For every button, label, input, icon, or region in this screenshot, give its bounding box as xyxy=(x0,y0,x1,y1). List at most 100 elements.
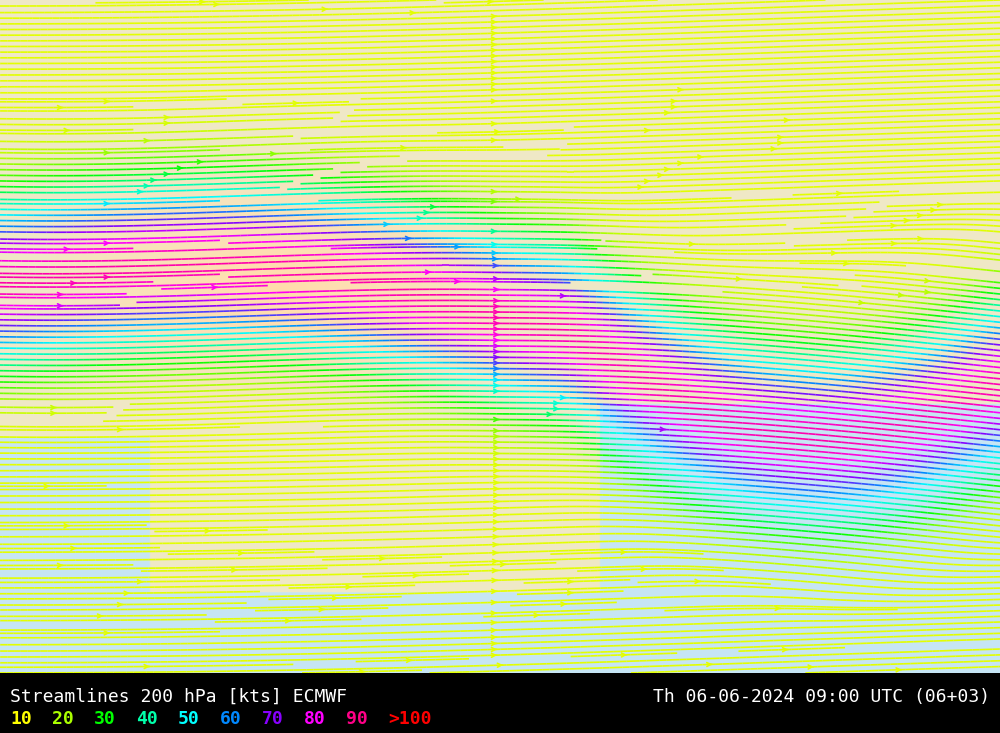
FancyArrowPatch shape xyxy=(891,242,897,246)
FancyArrowPatch shape xyxy=(494,316,499,320)
Text: 30: 30 xyxy=(94,710,116,728)
FancyArrowPatch shape xyxy=(44,485,49,488)
FancyArrowPatch shape xyxy=(494,378,499,382)
FancyArrowPatch shape xyxy=(918,213,923,218)
Text: >100: >100 xyxy=(388,710,431,728)
FancyArrowPatch shape xyxy=(491,647,497,652)
FancyArrowPatch shape xyxy=(491,43,497,47)
FancyArrowPatch shape xyxy=(380,556,385,561)
FancyArrowPatch shape xyxy=(494,487,499,491)
FancyArrowPatch shape xyxy=(658,173,663,177)
FancyArrowPatch shape xyxy=(771,147,776,151)
FancyArrowPatch shape xyxy=(384,222,389,226)
FancyArrowPatch shape xyxy=(494,344,499,348)
FancyArrowPatch shape xyxy=(205,529,211,533)
FancyArrowPatch shape xyxy=(214,2,219,7)
FancyArrowPatch shape xyxy=(64,524,69,528)
FancyArrowPatch shape xyxy=(491,65,497,69)
FancyArrowPatch shape xyxy=(560,396,566,399)
FancyArrowPatch shape xyxy=(144,184,149,188)
FancyArrowPatch shape xyxy=(491,82,497,86)
Text: 90: 90 xyxy=(346,710,368,728)
FancyArrowPatch shape xyxy=(931,208,936,212)
FancyArrowPatch shape xyxy=(491,641,497,646)
FancyArrowPatch shape xyxy=(118,603,123,606)
FancyArrowPatch shape xyxy=(417,216,423,220)
FancyArrowPatch shape xyxy=(925,290,930,294)
FancyArrowPatch shape xyxy=(493,257,498,261)
FancyArrowPatch shape xyxy=(413,574,419,578)
FancyArrowPatch shape xyxy=(494,452,499,455)
FancyArrowPatch shape xyxy=(424,210,429,215)
FancyArrowPatch shape xyxy=(493,527,499,531)
FancyArrowPatch shape xyxy=(104,100,109,103)
FancyArrowPatch shape xyxy=(138,580,143,583)
FancyArrowPatch shape xyxy=(491,199,497,204)
FancyArrowPatch shape xyxy=(494,429,499,432)
FancyArrowPatch shape xyxy=(494,333,499,336)
FancyArrowPatch shape xyxy=(491,636,497,639)
FancyArrowPatch shape xyxy=(494,418,499,421)
FancyArrowPatch shape xyxy=(271,152,276,155)
FancyArrowPatch shape xyxy=(665,111,670,115)
FancyArrowPatch shape xyxy=(426,270,431,274)
FancyArrowPatch shape xyxy=(455,279,460,284)
FancyArrowPatch shape xyxy=(641,567,647,571)
FancyArrowPatch shape xyxy=(554,401,559,405)
FancyArrowPatch shape xyxy=(494,366,499,370)
FancyArrowPatch shape xyxy=(322,7,327,11)
Text: Streamlines 200 hPa [kts] ECMWF: Streamlines 200 hPa [kts] ECMWF xyxy=(10,688,347,706)
FancyArrowPatch shape xyxy=(491,88,497,92)
FancyArrowPatch shape xyxy=(778,141,783,145)
FancyArrowPatch shape xyxy=(896,668,901,672)
FancyArrowPatch shape xyxy=(638,185,643,189)
FancyArrowPatch shape xyxy=(621,550,626,554)
FancyArrowPatch shape xyxy=(904,218,910,223)
FancyArrowPatch shape xyxy=(407,658,412,663)
FancyArrowPatch shape xyxy=(568,591,573,594)
FancyArrowPatch shape xyxy=(401,146,406,150)
FancyArrowPatch shape xyxy=(293,101,299,105)
FancyArrowPatch shape xyxy=(491,77,497,81)
FancyArrowPatch shape xyxy=(784,118,790,122)
FancyArrowPatch shape xyxy=(554,407,559,410)
FancyArrowPatch shape xyxy=(51,411,56,415)
FancyArrowPatch shape xyxy=(494,304,499,309)
FancyArrowPatch shape xyxy=(493,542,498,547)
FancyArrowPatch shape xyxy=(494,389,499,393)
FancyArrowPatch shape xyxy=(319,608,324,611)
FancyArrowPatch shape xyxy=(491,59,497,64)
FancyArrowPatch shape xyxy=(360,670,365,674)
FancyArrowPatch shape xyxy=(494,475,499,479)
FancyArrowPatch shape xyxy=(621,653,627,657)
FancyArrowPatch shape xyxy=(494,321,499,325)
FancyArrowPatch shape xyxy=(58,564,63,567)
FancyArrowPatch shape xyxy=(494,446,499,449)
FancyArrowPatch shape xyxy=(491,15,497,18)
FancyArrowPatch shape xyxy=(492,578,497,582)
FancyArrowPatch shape xyxy=(492,589,497,593)
FancyArrowPatch shape xyxy=(488,0,493,4)
FancyArrowPatch shape xyxy=(51,405,56,410)
FancyArrowPatch shape xyxy=(491,628,497,633)
FancyArrowPatch shape xyxy=(491,190,497,194)
FancyArrowPatch shape xyxy=(665,167,670,172)
FancyArrowPatch shape xyxy=(938,203,943,207)
FancyArrowPatch shape xyxy=(491,653,497,658)
FancyArrowPatch shape xyxy=(494,299,499,303)
FancyArrowPatch shape xyxy=(494,339,499,342)
FancyArrowPatch shape xyxy=(71,281,76,285)
FancyArrowPatch shape xyxy=(678,161,683,165)
FancyArrowPatch shape xyxy=(494,277,499,281)
FancyArrowPatch shape xyxy=(491,229,497,233)
FancyArrowPatch shape xyxy=(494,310,499,314)
FancyArrowPatch shape xyxy=(494,356,499,359)
FancyArrowPatch shape xyxy=(164,121,169,125)
FancyArrowPatch shape xyxy=(104,241,109,245)
FancyArrowPatch shape xyxy=(144,665,149,668)
FancyArrowPatch shape xyxy=(104,151,109,155)
FancyArrowPatch shape xyxy=(492,251,497,255)
FancyArrowPatch shape xyxy=(491,611,497,615)
FancyArrowPatch shape xyxy=(455,245,460,248)
FancyArrowPatch shape xyxy=(104,631,109,635)
